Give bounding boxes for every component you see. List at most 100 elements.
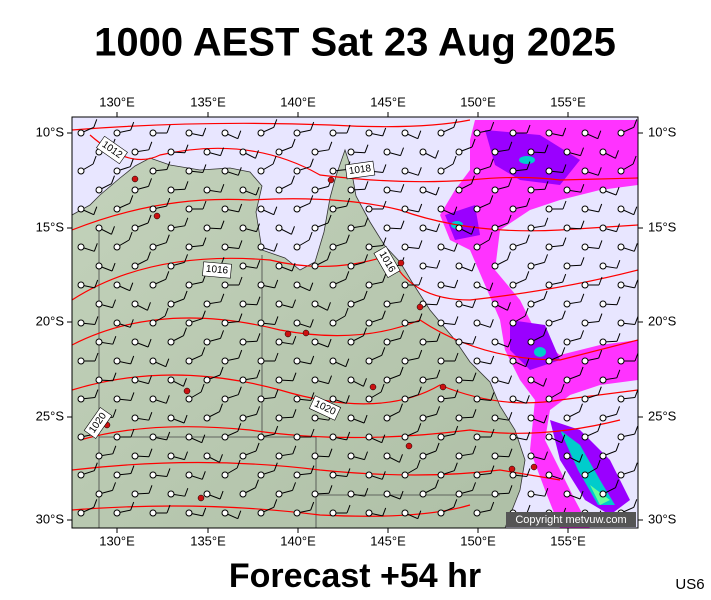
barb-station <box>437 243 445 251</box>
barb-flag <box>201 434 206 443</box>
barb-flag <box>507 214 512 224</box>
barb-station <box>275 186 283 194</box>
barb-station <box>563 452 571 460</box>
barb-flag <box>416 459 421 469</box>
barb-flag <box>597 423 602 432</box>
barb-station <box>239 224 247 232</box>
barb-flag <box>472 409 477 418</box>
barb-flag <box>291 262 296 272</box>
barb-flag <box>272 155 277 165</box>
barb-flag <box>166 431 171 441</box>
barb-flag <box>237 130 242 139</box>
barb-station <box>419 452 427 460</box>
barb-flag <box>129 282 134 291</box>
barb-flag <box>454 389 459 398</box>
barb-flag <box>219 490 224 500</box>
barb-station <box>203 224 211 232</box>
barb-station <box>581 319 589 327</box>
lon-label-bottom: 140°E <box>280 533 316 548</box>
barb-station <box>311 338 319 346</box>
barb-flag <box>130 428 135 438</box>
barb-station <box>401 471 409 479</box>
barb-flag <box>633 462 638 471</box>
barb-station <box>329 395 337 403</box>
barb-flag <box>130 355 135 365</box>
barb-station <box>599 262 607 270</box>
barb-station <box>221 357 229 365</box>
barb-flag <box>164 307 169 317</box>
barb-station <box>473 243 481 251</box>
barb-station <box>599 224 607 232</box>
barb-station <box>131 148 139 156</box>
barb-station <box>455 490 463 498</box>
barb-station <box>599 414 607 422</box>
barb-flag <box>562 200 567 210</box>
barb-flag <box>435 442 440 452</box>
barb-station <box>293 471 301 479</box>
title: 1000 AEST Sat 23 Aug 2025 <box>94 21 616 65</box>
barb-station <box>185 243 193 251</box>
barb-flag <box>345 234 350 243</box>
barb-station <box>257 205 265 213</box>
barb-flag <box>579 366 584 376</box>
barb-station <box>221 471 229 479</box>
barb-station <box>257 509 265 517</box>
barb-station <box>221 433 229 441</box>
barb-flag <box>147 338 152 348</box>
barb-flag <box>488 231 493 241</box>
barb-flag <box>489 158 494 167</box>
barb-station <box>401 205 409 213</box>
barb-station <box>527 338 535 346</box>
barb-flag <box>453 243 458 252</box>
barb-flag <box>507 338 512 348</box>
barb-station <box>95 490 103 498</box>
barb-station <box>311 414 319 422</box>
barb-station <box>131 452 139 460</box>
barb-station <box>203 148 211 156</box>
barb-flag <box>472 336 477 345</box>
barb-flag <box>418 313 423 322</box>
barb-flag <box>561 471 566 480</box>
barb-flag <box>508 141 513 150</box>
barb-flag <box>580 184 585 193</box>
barb-flag <box>256 223 260 232</box>
barb-station <box>293 433 301 441</box>
barb-flag <box>112 299 116 308</box>
barb-flag <box>436 223 440 232</box>
barb-flag <box>633 243 638 252</box>
barb-flag <box>562 237 567 246</box>
barb-station <box>581 357 589 365</box>
barb-flag <box>238 313 243 322</box>
barb-flag <box>291 175 295 184</box>
barb-station <box>239 262 247 270</box>
lat-label-right: 10°S <box>648 124 677 139</box>
barb-flag <box>562 164 567 173</box>
barb-station <box>239 148 247 156</box>
barb-station <box>545 129 553 137</box>
copyright-box <box>506 512 636 527</box>
barb-flag <box>399 490 404 500</box>
barb-station <box>527 414 535 422</box>
barb-station <box>491 376 499 384</box>
barb-station <box>131 376 139 384</box>
barb-station <box>95 224 103 232</box>
barb-flag <box>418 276 423 286</box>
barb-flag <box>634 425 638 435</box>
barb-flag <box>417 167 422 176</box>
barb-flag <box>219 366 224 376</box>
barb-station <box>599 186 607 194</box>
barb-flag <box>310 355 315 365</box>
barb-flag <box>615 442 620 452</box>
barb-station <box>293 395 301 403</box>
barb-flag <box>526 124 531 134</box>
barb-station <box>617 471 625 479</box>
barb-flag <box>472 482 476 491</box>
barb-station <box>491 452 499 460</box>
barb-station <box>131 490 139 498</box>
barb-station <box>455 376 463 384</box>
barb-flag <box>130 465 135 474</box>
barb-flag <box>560 383 565 393</box>
barb-station <box>383 490 391 498</box>
barb-station <box>383 300 391 308</box>
barb-station <box>347 338 355 346</box>
